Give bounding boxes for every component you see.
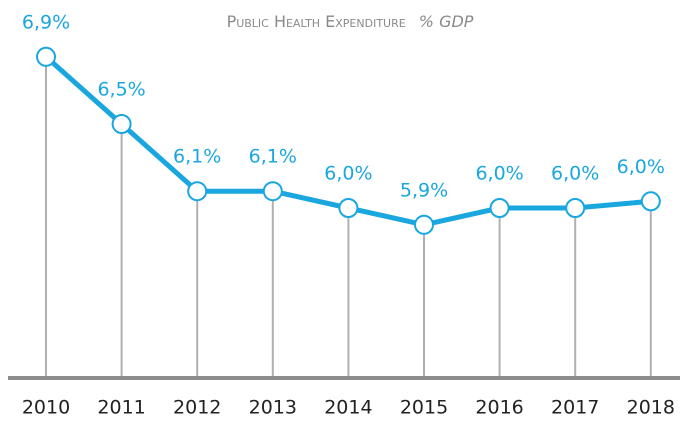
x-tick-label: 2012 xyxy=(173,397,221,419)
x-tick-label: 2013 xyxy=(249,397,297,419)
value-label: 6,1% xyxy=(173,146,221,168)
x-tick-label: 2014 xyxy=(324,397,372,419)
point xyxy=(187,181,208,202)
point xyxy=(489,198,510,218)
value-label: 6,0% xyxy=(475,163,523,185)
x-tick-label: 2016 xyxy=(475,397,523,419)
point xyxy=(111,114,132,134)
point xyxy=(338,198,359,218)
x-tick-label: 2018 xyxy=(627,397,675,419)
x-tick-label: 2011 xyxy=(97,397,145,419)
value-label: 6,5% xyxy=(97,79,145,101)
value-label: 6,0% xyxy=(551,163,599,185)
value-label: 6,0% xyxy=(324,163,372,185)
title: Public Health Expenditure xyxy=(227,12,406,31)
subtitle: % GDP xyxy=(419,12,474,31)
value-label: 6,9% xyxy=(22,11,70,33)
chart-title: Public Health Expenditure % GDP xyxy=(227,12,474,31)
point xyxy=(565,198,586,218)
x-tick-label: 2017 xyxy=(551,397,599,419)
point xyxy=(36,46,56,67)
value-label: 6,1% xyxy=(249,146,297,168)
point xyxy=(262,181,283,202)
x-tick-label: 2010 xyxy=(22,397,70,419)
point xyxy=(640,191,661,212)
value-label: 6,0% xyxy=(617,156,665,178)
point xyxy=(414,214,434,235)
x-tick-label: 2015 xyxy=(400,397,448,419)
value-label: 5,9% xyxy=(400,179,448,201)
